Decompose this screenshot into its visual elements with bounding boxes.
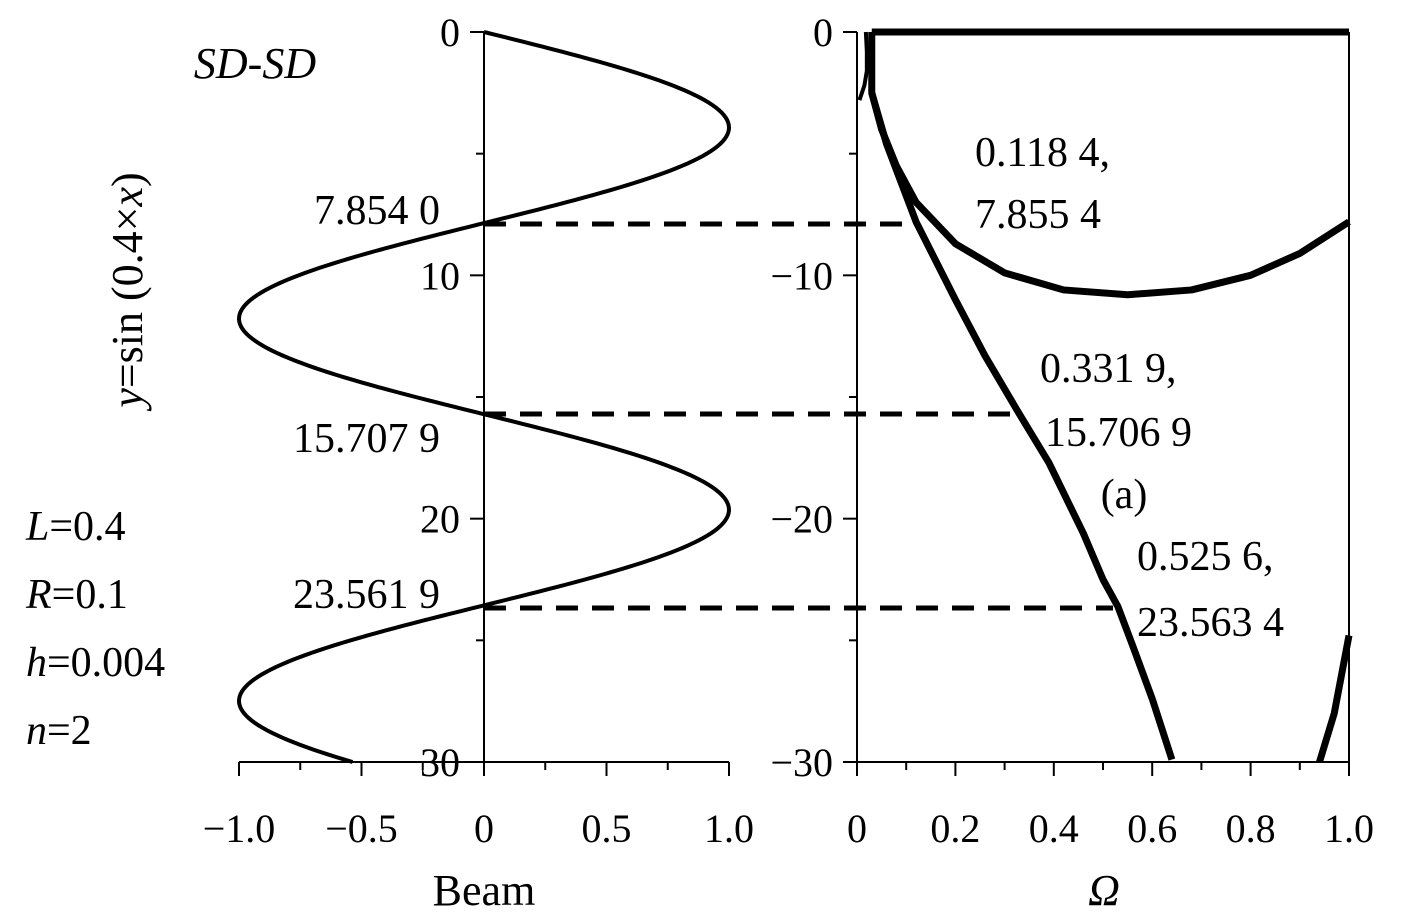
node-label-1: 7.854 0	[314, 188, 440, 234]
left-tick-labels: 0 10 20 30 −1.0 −0.5 0 0.5 1.0	[203, 10, 754, 851]
connector-lines	[484, 221, 1113, 611]
node-label-3: 23.561 9	[293, 572, 440, 618]
left-x-tick-label: 0.5	[582, 806, 632, 851]
intersection-label-1b: 7.855 4	[975, 192, 1101, 238]
left-x-tick-label: −1.0	[203, 806, 276, 851]
left-curve-group	[236, 30, 731, 764]
right-x-tick-label: 0	[847, 806, 867, 851]
left-x-tick-label: −0.5	[325, 806, 398, 851]
param-r: R=0.1	[25, 572, 128, 618]
left-y-tick-label: 10	[420, 253, 460, 298]
intersection-label-2b: 15.706 9	[1045, 410, 1192, 456]
right-axes	[843, 31, 1350, 776]
parameter-list: L=0.4 R=0.1 h=0.004 n=2	[25, 504, 165, 754]
frequency-curve-3	[868, 32, 1351, 299]
intersection-label-1a: 0.118 4,	[975, 130, 1110, 176]
left-x-axis-title: Beam	[433, 866, 536, 915]
intersection-label-3b: 23.563 4	[1137, 600, 1284, 646]
right-x-tick-label: 0.4	[1029, 806, 1079, 851]
left-axes	[238, 31, 730, 776]
right-x-tick-label: 0.6	[1127, 806, 1177, 851]
right-x-tick-label: 0.8	[1226, 806, 1276, 851]
panel-label: (a)	[1101, 472, 1148, 518]
left-x-tick-label: 1.0	[704, 806, 754, 851]
left-y-tick-label: 0	[440, 10, 460, 55]
right-panel: 0 −10 −20 −30 0 0.2 0.4 0.6 0.8 1.0 Ω 0.118 4, 7.…	[770, 10, 1374, 915]
left-y-tick-label: 20	[420, 497, 460, 542]
param-n: n=2	[26, 708, 92, 754]
left-x-tick-label: 0	[474, 806, 494, 851]
right-y-tick-label: −30	[770, 740, 833, 785]
right-tick-labels: 0 −10 −20 −30 0 0.2 0.4 0.6 0.8 1.0	[770, 10, 1374, 851]
right-x-axis-title: Ω	[1088, 866, 1120, 915]
left-panel: 0 10 20 30 −1.0 −0.5 0 0.5 1.0 SD-SD y=sin (0.4×…	[25, 10, 754, 915]
beam-curve	[236, 30, 731, 764]
left-y-tick-label: 30	[420, 740, 460, 785]
right-y-tick-label: −10	[770, 253, 833, 298]
right-x-tick-label: 0.2	[930, 806, 980, 851]
frequency-curve-4	[868, 91, 1176, 761]
right-y-tick-label: −20	[770, 497, 833, 542]
param-l: L=0.4	[25, 504, 126, 550]
left-y-axis-title: y=sin (0.4×x)	[103, 172, 152, 411]
param-h: h=0.004	[26, 640, 165, 686]
boundary-label: SD-SD	[194, 39, 316, 88]
intersection-label-3a: 0.525 6,	[1137, 534, 1274, 580]
right-curve-group	[857, 28, 1353, 764]
right-x-tick-label: 1.0	[1324, 806, 1374, 851]
frequency-curve-5	[1316, 634, 1353, 764]
node-label-2: 15.707 9	[293, 416, 440, 462]
right-y-tick-label: 0	[813, 10, 833, 55]
intersection-label-2a: 0.331 9,	[1040, 346, 1177, 392]
frequency-curve-2	[857, 31, 869, 101]
